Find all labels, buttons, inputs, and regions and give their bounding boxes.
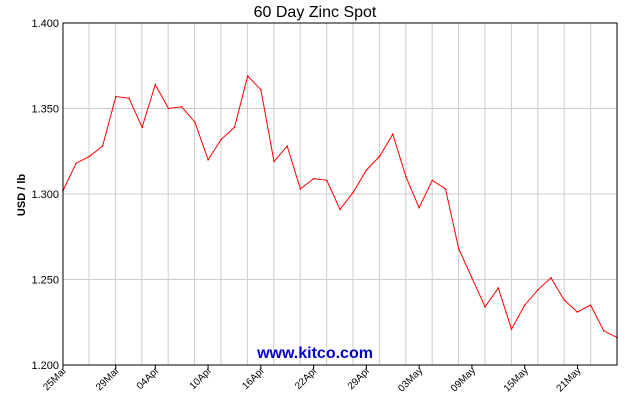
data-points (62, 75, 618, 339)
x-tick-label: 04Apr (135, 365, 162, 392)
x-tick-label: 29Mar (94, 365, 122, 393)
data-point (128, 97, 130, 100)
data-point (339, 208, 341, 211)
data-point (154, 83, 157, 86)
data-point (180, 105, 183, 108)
data-point (260, 88, 262, 91)
data-point (418, 206, 420, 209)
data-point (326, 179, 328, 182)
data-point (286, 145, 289, 147)
plot-frame (62, 22, 618, 366)
data-point (550, 276, 552, 279)
data-point (167, 107, 170, 110)
data-point (497, 287, 500, 289)
watermark: www.kitco.com (256, 345, 373, 362)
grid (63, 22, 617, 366)
data-point (233, 126, 236, 129)
data-point (220, 138, 223, 141)
data-point (471, 276, 473, 279)
x-tick-label: 03May (396, 365, 425, 394)
y-tick-label: 1.250 (31, 275, 59, 287)
y-tick-label: 1.350 (31, 104, 59, 116)
y-axis-ticks: 1.200 1.250 1.300 1.350 1.400 (31, 18, 59, 372)
y-axis-label: USD / lb (16, 174, 28, 216)
data-point (101, 145, 104, 147)
data-point (273, 160, 275, 163)
data-point (563, 299, 566, 301)
data-point (510, 328, 513, 330)
data-point (207, 159, 209, 161)
data-point (589, 304, 592, 306)
zinc-price-series-line (62, 75, 618, 339)
data-point (405, 176, 407, 178)
x-tick-label: 21May (555, 365, 584, 394)
x-axis-ticks: 25Mar 29Mar 04Apr 10Apr 16Apr 22Apr 29Apr 03May… (41, 365, 583, 394)
data-point (194, 121, 196, 123)
data-point (246, 75, 249, 77)
data-point (523, 304, 526, 306)
data-point (352, 191, 354, 194)
x-tick-label: 10Apr (188, 365, 215, 392)
x-tick-label: 15May (502, 365, 531, 394)
x-tick-label: 09May (449, 365, 478, 394)
data-point (391, 133, 394, 135)
data-point (576, 311, 579, 313)
data-point (365, 169, 368, 171)
y-tick-label: 1.200 (31, 360, 59, 372)
data-point (431, 179, 434, 182)
data-point (484, 306, 486, 308)
data-point (299, 188, 302, 190)
data-point (75, 162, 77, 165)
chart-title: 60 Day Zinc Spot (254, 4, 377, 21)
y-tick-label: 1.400 (31, 18, 59, 30)
data-point (378, 155, 381, 158)
data-point (457, 247, 460, 250)
data-point (537, 288, 539, 291)
x-tick-label: 22Apr (293, 365, 320, 392)
data-point (312, 177, 315, 180)
data-point (141, 126, 143, 129)
x-tick-label: 29Apr (346, 365, 373, 392)
data-point (444, 188, 447, 190)
data-point (603, 330, 605, 332)
data-point (88, 155, 91, 158)
data-point (114, 95, 117, 98)
y-tick-label: 1.300 (31, 189, 59, 201)
x-tick-label: 16Apr (240, 365, 267, 392)
